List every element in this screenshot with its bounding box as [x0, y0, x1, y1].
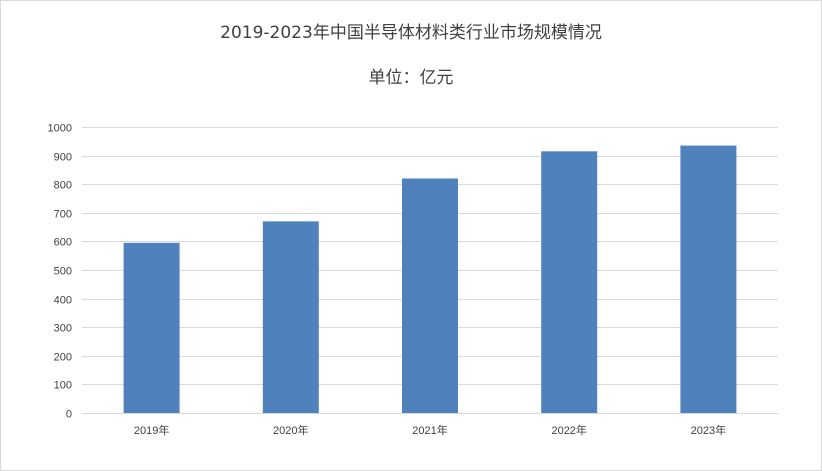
- y-tick-label: 500: [54, 266, 72, 278]
- y-tick-label: 600: [54, 237, 72, 249]
- bar: [262, 221, 319, 413]
- y-tick-label: 400: [54, 295, 72, 307]
- y-tick-label: 200: [54, 352, 72, 364]
- y-tick-label: 800: [54, 180, 72, 192]
- y-tick-label: 1000: [48, 123, 72, 135]
- chart-title: 2019-2023年中国半导体材料类行业市场规模情况: [220, 23, 602, 43]
- y-tick-label: 700: [54, 209, 72, 221]
- x-tick-label: 2022年: [551, 423, 586, 437]
- y-tick-label: 300: [54, 323, 72, 335]
- x-tick-label: 2021年: [412, 423, 447, 437]
- x-tick-label: 2020年: [273, 423, 308, 437]
- x-tick-label: 2019年: [134, 423, 169, 437]
- bar: [123, 242, 180, 413]
- y-tick-label: 100: [54, 380, 72, 392]
- bar: [402, 178, 458, 413]
- bar: [541, 151, 598, 413]
- y-tick-label: 900: [54, 152, 72, 164]
- y-tick-label: 0: [66, 409, 72, 421]
- bar: [680, 145, 737, 413]
- x-tick-label: 2023年: [691, 423, 726, 437]
- chart-subtitle: 单位：亿元: [368, 68, 454, 88]
